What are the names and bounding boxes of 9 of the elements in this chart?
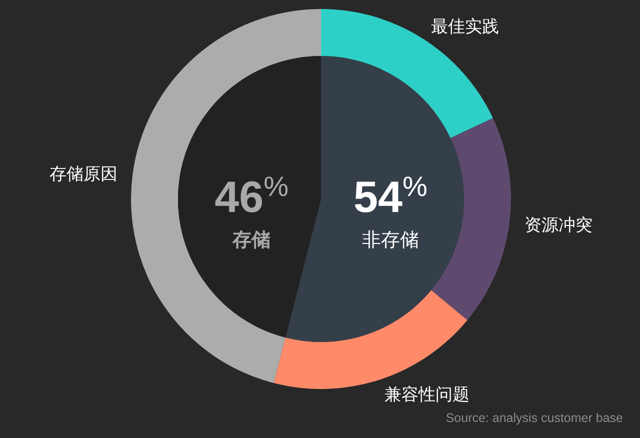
data-label: 46% [214, 171, 288, 222]
source-note: Source: analysis customer base [446, 411, 624, 425]
slice-label: 兼容性问题 [384, 384, 470, 404]
slice-label: 存储原因 [50, 164, 118, 184]
slice-label: 非存储 [362, 230, 419, 251]
slice-label: 存储 [232, 230, 271, 251]
data-label: 54% [354, 171, 428, 222]
slice-label: 最佳实践 [430, 16, 499, 36]
slice-label: 资源冲突 [524, 216, 592, 235]
